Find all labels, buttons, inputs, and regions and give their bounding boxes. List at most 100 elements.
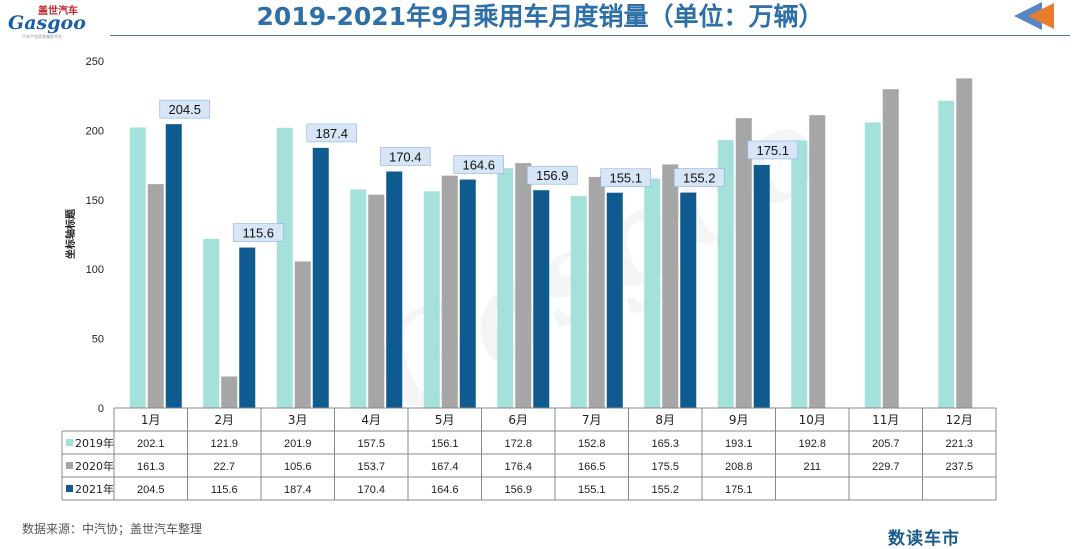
table-cell: 165.3 [651, 438, 679, 450]
data-label-box [453, 155, 505, 174]
x-tick-label: 12月 [946, 413, 973, 427]
x-tick-label: 10月 [799, 413, 826, 427]
table-cell: 105.6 [284, 461, 312, 473]
bar-2020年-12月 [956, 78, 973, 408]
data-label: 155.2 [683, 171, 716, 186]
table-cell: 166.5 [578, 461, 606, 473]
bar-2020年-6月 [515, 163, 532, 408]
table-cell: 187.4 [284, 484, 312, 496]
table-cell: 152.8 [578, 438, 606, 450]
table-cell: 155.2 [651, 484, 679, 496]
data-label-box [600, 168, 652, 188]
bar-2021年-8月 [680, 192, 697, 408]
bar-2020年-7月 [588, 176, 605, 408]
logo-chinese-name: 盖世汽车 [38, 6, 78, 17]
table-cell: 164.6 [431, 484, 459, 496]
legend-swatch-2020年 [66, 462, 73, 469]
bar-2020年-11月 [882, 89, 899, 409]
logo-wordmark: Gasgoo [8, 12, 86, 34]
legend-label: 2020年 [75, 459, 114, 473]
title-divider [110, 35, 1070, 36]
table-cell: 22.7 [214, 461, 235, 473]
bar-2019年-8月 [644, 178, 661, 408]
data-label-box [673, 168, 725, 187]
bar-2019年-12月 [938, 100, 955, 408]
x-tick-label: 2月 [214, 413, 234, 427]
arrow-orange-shape [1028, 3, 1054, 29]
table-cell: 211 [803, 461, 821, 473]
table-cell: 115.6 [211, 484, 238, 496]
data-label: 164.6 [462, 158, 495, 173]
bar-2020年-3月 [294, 261, 311, 408]
x-tick-label: 5月 [435, 413, 455, 427]
y-tick-label: 250 [86, 56, 104, 68]
data-label-box [379, 147, 431, 166]
table-cell: 172.8 [504, 438, 532, 450]
data-label: 156.9 [536, 168, 569, 183]
table-cell: 156.1 [431, 438, 459, 450]
x-tick-label: 6月 [508, 413, 528, 427]
bar-2021年-5月 [459, 179, 476, 408]
table-cell: 156.9 [504, 484, 532, 496]
x-tick-label: 7月 [582, 413, 602, 427]
bar-2019年-7月 [570, 195, 587, 408]
table-cell: 204.5 [137, 484, 165, 496]
bar-2021年-9月 [753, 164, 770, 408]
data-label: 175.1 [756, 143, 789, 158]
bar-2020年-1月 [147, 184, 164, 408]
data-label-box [232, 223, 284, 242]
data-label-box [747, 140, 799, 160]
data-label: 170.4 [389, 149, 422, 164]
source-note: 数据来源：中汽协；盖世汽车整理 [22, 522, 203, 536]
bar-2020年-9月 [735, 118, 752, 408]
brand-mark: 数读车市 [888, 529, 960, 548]
data-label: 115.6 [242, 226, 274, 241]
x-tick-label: 3月 [288, 413, 308, 427]
x-tick-label: 11月 [872, 413, 899, 427]
bar-2019年-10月 [791, 140, 808, 408]
data-label: 204.5 [168, 102, 201, 117]
bar-2020年-4月 [368, 194, 385, 408]
data-label: 187.4 [315, 126, 348, 141]
bar-2019年-2月 [203, 238, 220, 408]
bar-2019年-1月 [129, 127, 146, 408]
data-label-box [526, 165, 578, 185]
table-cell: 175.1 [725, 484, 753, 496]
logo-tagline: 汽车产业信息服务平台 [22, 34, 62, 39]
y-tick-label: 0 [98, 403, 104, 415]
data-label: 155.1 [609, 171, 642, 186]
x-tick-label: 4月 [361, 413, 381, 427]
bar-2019年-4月 [350, 189, 367, 408]
table-cell: 237.5 [945, 461, 973, 473]
back-arrow-icon[interactable] [1014, 0, 1058, 32]
y-axis-title: 坐标轴标题 [64, 208, 77, 259]
table-cell: 176.4 [504, 461, 532, 473]
x-tick-label: 9月 [729, 413, 749, 427]
table-cell: 121.9 [210, 438, 238, 450]
legend-swatch-2019年 [66, 439, 73, 446]
y-tick-label: 50 [92, 334, 104, 346]
data-label-box [159, 99, 211, 119]
bar-2019年-6月 [497, 168, 514, 408]
bar-2021年-3月 [312, 147, 329, 408]
bar-2019年-5月 [423, 191, 440, 408]
legend-swatch-2021年 [66, 485, 73, 492]
y-tick-label: 150 [86, 195, 104, 207]
table-cell: 193.1 [725, 438, 753, 450]
x-tick-label: 8月 [655, 413, 675, 427]
table-cell: 201.9 [284, 438, 312, 450]
bar-2021年-4月 [386, 171, 403, 408]
legend-label: 2021年 [75, 482, 114, 496]
table-cell: 175.5 [651, 461, 679, 473]
table-cell: 153.7 [357, 461, 385, 473]
table-cell: 157.5 [357, 438, 385, 450]
table-cell: 205.7 [872, 438, 900, 450]
bar-2021年-7月 [606, 192, 623, 408]
bar-2019年-11月 [864, 122, 881, 408]
bar-2021年-2月 [239, 247, 256, 408]
data-label-box [306, 123, 358, 143]
bar-2020年-8月 [662, 164, 679, 408]
table-cell: 208.8 [725, 461, 753, 473]
y-tick-label: 200 [86, 125, 104, 137]
